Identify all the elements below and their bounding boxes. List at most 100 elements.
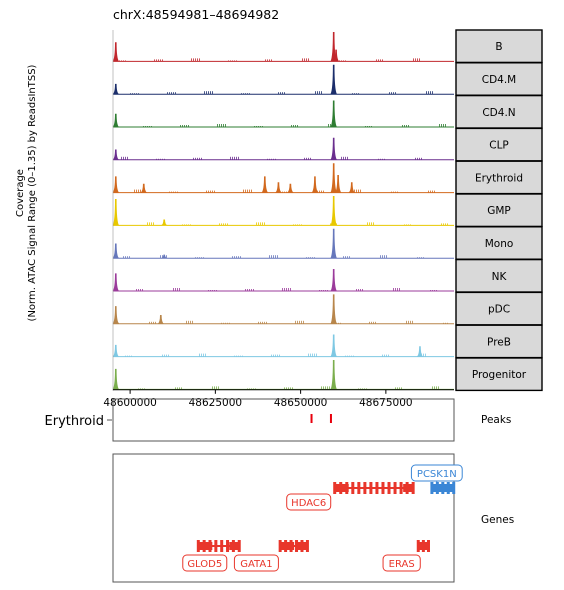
track-label-mono: Mono bbox=[485, 238, 514, 250]
track-noise-progenitor bbox=[432, 386, 433, 390]
track-noise-clp bbox=[201, 157, 202, 160]
track-noise-erythroid bbox=[319, 190, 320, 193]
track-noise-mono bbox=[125, 256, 126, 259]
track-noise-clp bbox=[308, 157, 309, 160]
track-noise-b bbox=[191, 58, 192, 62]
track-noise-mono bbox=[238, 256, 239, 259]
track-noise-preb bbox=[388, 354, 389, 357]
track-label-clp: CLP bbox=[489, 140, 509, 152]
track-noise-cd4-n bbox=[439, 124, 440, 127]
gene-label-box-hdac6 bbox=[286, 493, 332, 511]
track-noise-erythroid bbox=[321, 190, 322, 193]
track-noise-progenitor bbox=[362, 388, 363, 390]
track-noise-cd4-m bbox=[395, 92, 396, 95]
track-noise-cd4-n bbox=[404, 125, 405, 127]
track-noise-pdc bbox=[188, 320, 189, 324]
track-noise-progenitor bbox=[177, 387, 178, 390]
track-noise-b bbox=[376, 59, 377, 62]
track-noise-preb bbox=[382, 354, 383, 357]
track-noise-cd4-n bbox=[291, 125, 292, 127]
track-noise-cd4-n bbox=[402, 125, 403, 127]
gene-exon-hdac6 bbox=[381, 482, 385, 494]
track-noise-clp bbox=[380, 158, 381, 160]
track-noise-pdc bbox=[186, 320, 187, 324]
track-noise-clp bbox=[275, 158, 276, 160]
genes-side-label: Genes bbox=[481, 514, 514, 526]
track-noise-nk bbox=[245, 289, 246, 291]
track-noise-nk bbox=[327, 290, 328, 291]
track-noise-clp bbox=[125, 156, 126, 160]
track-noise-b bbox=[193, 58, 194, 62]
track-noise-clp bbox=[421, 157, 422, 160]
track-noise-cd4-n bbox=[371, 126, 372, 127]
track-noise-cd4-n bbox=[217, 124, 218, 127]
track-noise-pdc bbox=[153, 321, 154, 324]
track-noise-nk bbox=[210, 290, 211, 291]
track-noise-mono bbox=[166, 255, 167, 259]
track-noise-erythroid bbox=[206, 190, 207, 193]
track-noise-clp bbox=[234, 156, 235, 160]
track-noise-progenitor bbox=[140, 388, 141, 390]
track-noise-preb bbox=[201, 353, 202, 357]
track-noise-mono bbox=[195, 257, 196, 259]
gene-label-box-eras bbox=[382, 554, 421, 572]
track-noise-gmp bbox=[190, 224, 191, 226]
track-noise-erythroid bbox=[432, 190, 433, 193]
track-noise-mono bbox=[384, 255, 385, 259]
track-noise-b bbox=[380, 59, 381, 62]
track-noise-cd4-n bbox=[147, 126, 148, 127]
track-noise-mono bbox=[203, 257, 204, 259]
track-noise-cd4-m bbox=[358, 93, 359, 95]
track-noise-nk bbox=[286, 288, 287, 291]
track-noise-cd4-m bbox=[175, 92, 176, 95]
track-noise-erythroid bbox=[356, 189, 357, 193]
track-peak-cd4-n bbox=[330, 100, 337, 127]
track-noise-cd4-m bbox=[132, 93, 133, 95]
track-peak-erythroid bbox=[287, 183, 294, 193]
track-noise-b bbox=[378, 59, 379, 62]
track-noise-cd4-m bbox=[389, 92, 390, 95]
track-noise-cd4-m bbox=[138, 93, 139, 95]
track-noise-pdc bbox=[192, 320, 193, 324]
track-peak-clp bbox=[112, 149, 119, 160]
track-noise-b bbox=[306, 58, 307, 62]
track-noise-pdc bbox=[299, 320, 300, 324]
gene-exon-gata1 bbox=[280, 542, 295, 550]
track-noise-nk bbox=[288, 288, 289, 291]
track-noise-preb bbox=[127, 355, 128, 357]
gene-exon-hdac6 bbox=[399, 482, 403, 494]
track-noise-cd4-m bbox=[356, 93, 357, 95]
track-noise-clp bbox=[121, 156, 122, 160]
track-noise-nk bbox=[214, 290, 215, 291]
track-noise-cd4-n bbox=[258, 126, 259, 127]
track-noise-nk bbox=[319, 290, 320, 291]
track-noise-preb bbox=[279, 354, 280, 357]
track-noise-clp bbox=[304, 157, 305, 160]
peak-mark bbox=[310, 414, 313, 423]
track-noise-pdc bbox=[371, 321, 372, 324]
track-noise-pdc bbox=[338, 322, 339, 324]
track-noise-b bbox=[343, 60, 344, 62]
track-noise-preb bbox=[273, 354, 274, 357]
track-noise-b bbox=[419, 58, 420, 62]
track-noise-cd4-n bbox=[151, 126, 152, 127]
track-noise-cd4-m bbox=[134, 93, 135, 95]
track-noise-progenitor bbox=[249, 388, 250, 390]
track-noise-clp bbox=[193, 157, 194, 160]
track-noise-clp bbox=[160, 158, 161, 160]
track-noise-gmp bbox=[186, 224, 187, 226]
track-noise-cd4-n bbox=[262, 126, 263, 127]
track-noise-progenitor bbox=[434, 386, 435, 390]
track-noise-nk bbox=[325, 290, 326, 291]
track-noise-progenitor bbox=[325, 386, 326, 390]
track-noise-erythroid bbox=[358, 189, 359, 193]
gene-exon-hdac6 bbox=[403, 484, 414, 492]
track-peak-preb bbox=[112, 344, 119, 357]
track-noise-cd4-m bbox=[317, 91, 318, 95]
track-noise-gmp bbox=[258, 222, 259, 226]
track-noise-mono bbox=[308, 257, 309, 259]
track-label-nk: NK bbox=[492, 271, 508, 283]
track-label-box-b bbox=[455, 29, 543, 64]
track-noise-pdc bbox=[410, 320, 411, 324]
track-noise-cd4-m bbox=[282, 92, 283, 95]
